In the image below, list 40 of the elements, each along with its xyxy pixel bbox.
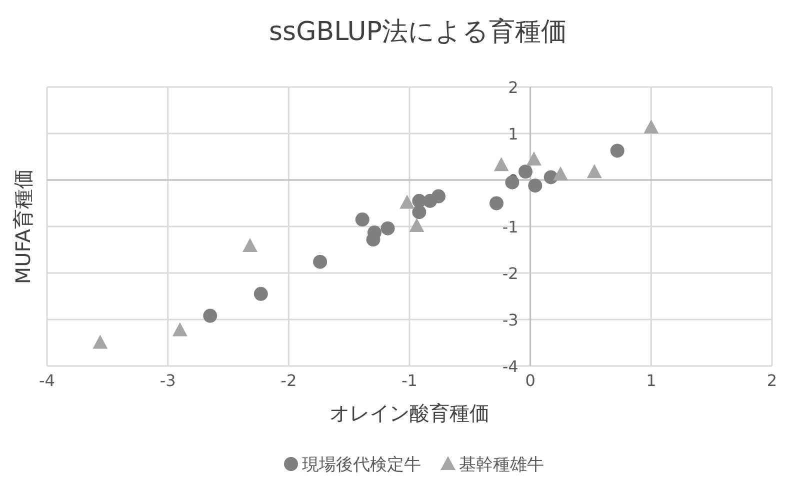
point xyxy=(172,322,188,336)
legend-label: 基幹種雄牛 xyxy=(459,455,544,475)
point xyxy=(505,175,520,190)
y-tick-label: -2 xyxy=(502,264,518,283)
point xyxy=(490,196,504,210)
x-tick-label: -3 xyxy=(160,371,176,390)
chart-title: ssGBLUP法による育種価 xyxy=(269,17,567,47)
point xyxy=(380,221,395,236)
point xyxy=(254,286,268,301)
y-axis-title: MUFA育種価 xyxy=(11,168,35,284)
x-tick-label: 2 xyxy=(766,371,778,390)
point xyxy=(409,218,424,232)
point xyxy=(610,144,624,158)
y-tick-label: 2 xyxy=(508,78,518,97)
legend-label: 現場後代検定牛 xyxy=(302,455,421,475)
y-tick-label: -3 xyxy=(502,310,518,330)
point xyxy=(553,166,568,180)
y-tick-label: 1 xyxy=(508,124,518,144)
y-tick-label: -4 xyxy=(502,357,518,376)
point xyxy=(586,164,602,178)
point xyxy=(432,189,446,204)
point xyxy=(644,119,659,134)
point xyxy=(494,157,509,172)
x-axis-title: オレイン酸育種価 xyxy=(330,401,490,425)
x-tick-label: 1 xyxy=(646,371,656,390)
point xyxy=(526,152,542,166)
point xyxy=(203,308,218,323)
x-tick-label: -4 xyxy=(39,371,55,390)
x-tick-label: 0 xyxy=(525,371,536,390)
point xyxy=(242,238,258,252)
x-tick-label: -2 xyxy=(280,371,297,390)
x-tick-label: -1 xyxy=(402,371,418,390)
point xyxy=(412,205,426,220)
point xyxy=(518,164,532,179)
point xyxy=(528,178,542,193)
point xyxy=(92,334,108,349)
point xyxy=(313,254,328,269)
point xyxy=(400,194,415,209)
point xyxy=(355,212,370,227)
y-tick-label: -1 xyxy=(502,218,518,236)
